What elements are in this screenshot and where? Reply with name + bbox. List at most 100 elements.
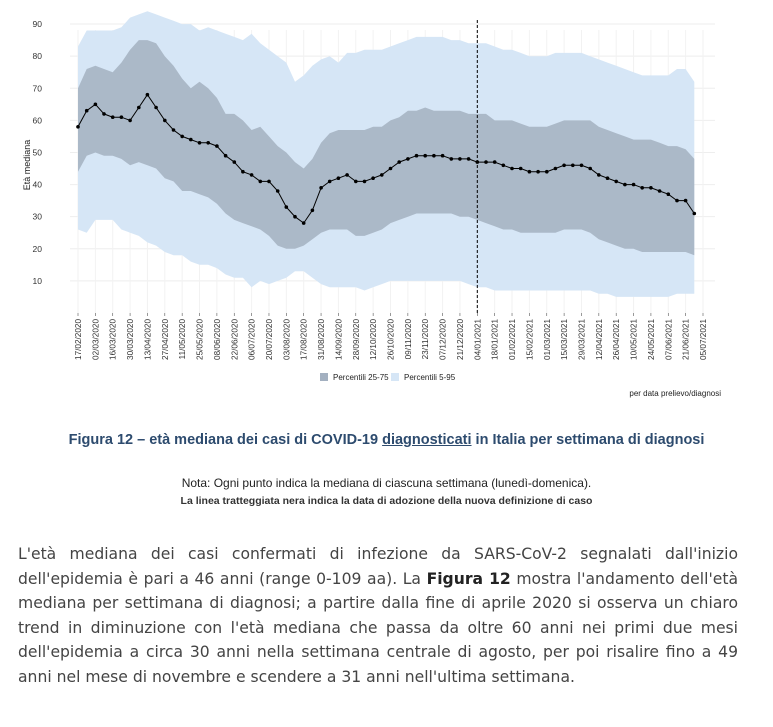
x-axis: 17/02/2020 02/03/2020 16/03/2020 30/03/2020… [74, 313, 708, 360]
median-point [406, 157, 410, 161]
median-point [631, 182, 636, 187]
median-point [128, 118, 132, 123]
median-point [397, 160, 402, 164]
x-tick-label: 29/03/2021 [577, 319, 586, 360]
median-point [102, 112, 106, 116]
x-tick-label: 23/11/2020 [421, 319, 430, 360]
figure-title-underlined: diagnosticati [382, 432, 472, 448]
median-point [284, 205, 289, 209]
median-point [232, 160, 237, 164]
x-tick-label: 17/08/2020 [300, 319, 309, 360]
x-tick-label: 28/09/2020 [352, 319, 361, 360]
median-point [197, 141, 202, 145]
median-point [310, 208, 315, 213]
median-point [657, 189, 662, 193]
median-point [293, 214, 297, 219]
legend-label-5-95: Percentili 5-95 [404, 373, 456, 382]
x-tick-label: 12/04/2021 [595, 319, 604, 360]
legend-label-25-75: Percentili 25-75 [333, 373, 389, 382]
y-tick-label: 80 [33, 51, 43, 61]
median-point [501, 163, 506, 168]
median-point [258, 179, 263, 184]
median-point [484, 160, 488, 164]
median-point [527, 169, 532, 174]
chart-note: per data prelievo/diagnosi [629, 389, 721, 398]
median-point [518, 166, 523, 171]
x-tick-label: 05/07/2021 [699, 319, 708, 360]
y-tick-label: 10 [33, 276, 43, 286]
median-point [432, 153, 436, 158]
median-point [362, 179, 367, 184]
median-series [76, 92, 697, 225]
median-point [171, 128, 176, 132]
figure-note-dashed-line: La linea tratteggiata nera indica la dat… [180, 495, 593, 507]
y-tick-label: 20 [33, 244, 43, 254]
x-tick-label: 26/10/2020 [387, 319, 396, 360]
x-tick-label: 03/08/2020 [282, 319, 291, 360]
median-point [579, 163, 584, 168]
median-point [683, 198, 688, 203]
x-tick-label: 04/01/2021 [473, 319, 482, 360]
x-tick-label: 13/04/2020 [143, 319, 152, 360]
median-point [319, 186, 323, 190]
x-tick-label: 21/12/2020 [456, 319, 465, 360]
median-point [649, 186, 653, 190]
median-point [545, 169, 549, 174]
median-point [223, 153, 228, 158]
median-point [380, 173, 384, 177]
median-point [675, 198, 679, 203]
median-point [327, 179, 332, 184]
body-text-1: L'età mediana dei casi confermati di inf… [18, 545, 738, 588]
x-tick-label: 14/09/2020 [334, 319, 343, 360]
x-tick-label: 12/10/2020 [369, 319, 378, 360]
median-point [553, 166, 558, 171]
y-tick-label: 90 [33, 19, 43, 29]
median-point [336, 176, 341, 180]
median-point [249, 173, 254, 177]
body-text-2: mostra l'andamento dell'età mediana per … [18, 569, 738, 686]
x-tick-label: 11/05/2020 [178, 319, 187, 360]
x-tick-label: 17/02/2020 [74, 319, 83, 360]
median-point [605, 176, 610, 180]
x-tick-label: 02/03/2020 [91, 319, 100, 360]
median-point [571, 163, 575, 168]
body-figure-ref: Figura 12 [426, 569, 511, 588]
legend-swatch-25-75 [320, 373, 328, 381]
x-tick-label: 07/12/2020 [439, 319, 448, 360]
median-point [458, 157, 462, 161]
y-tick-label: 50 [33, 147, 43, 157]
y-tick-label: 40 [33, 180, 43, 190]
legend-swatch-5-95 [391, 373, 399, 381]
y-axis: 10 20 30 40 50 60 70 80 90 [33, 19, 43, 286]
median-point [475, 160, 480, 164]
band-25-75 [78, 40, 695, 256]
median-point [189, 137, 193, 142]
median-point [354, 179, 358, 184]
median-point [163, 118, 167, 123]
median-point [640, 186, 644, 190]
x-tick-label: 07/06/2021 [664, 319, 673, 360]
x-tick-label: 15/02/2021 [525, 319, 534, 360]
median-point [466, 157, 471, 161]
median-point [562, 163, 566, 168]
x-tick-label: 09/11/2020 [404, 319, 413, 360]
median-point [301, 221, 306, 225]
figure-title: Figura 12 – età mediana dei casi di COVI… [0, 430, 773, 450]
figure-title-part1: Figura 12 – età mediana dei casi di COVI… [68, 432, 383, 448]
median-point [536, 169, 540, 174]
x-tick-label: 15/03/2021 [560, 319, 569, 360]
x-tick-label: 24/05/2021 [647, 319, 656, 360]
median-point [614, 179, 618, 184]
median-point [371, 176, 375, 180]
x-tick-label: 26/04/2021 [612, 319, 621, 360]
x-tick-label: 22/06/2020 [230, 319, 239, 360]
body-paragraph: L'età mediana dei casi confermati di inf… [18, 542, 738, 690]
x-tick-label: 20/07/2020 [265, 319, 274, 360]
median-point [110, 115, 115, 119]
chart-bands [78, 11, 695, 313]
median-point [388, 166, 393, 171]
y-tick-label: 60 [33, 115, 43, 125]
x-tick-label: 16/03/2020 [109, 319, 118, 360]
median-point [275, 189, 280, 193]
